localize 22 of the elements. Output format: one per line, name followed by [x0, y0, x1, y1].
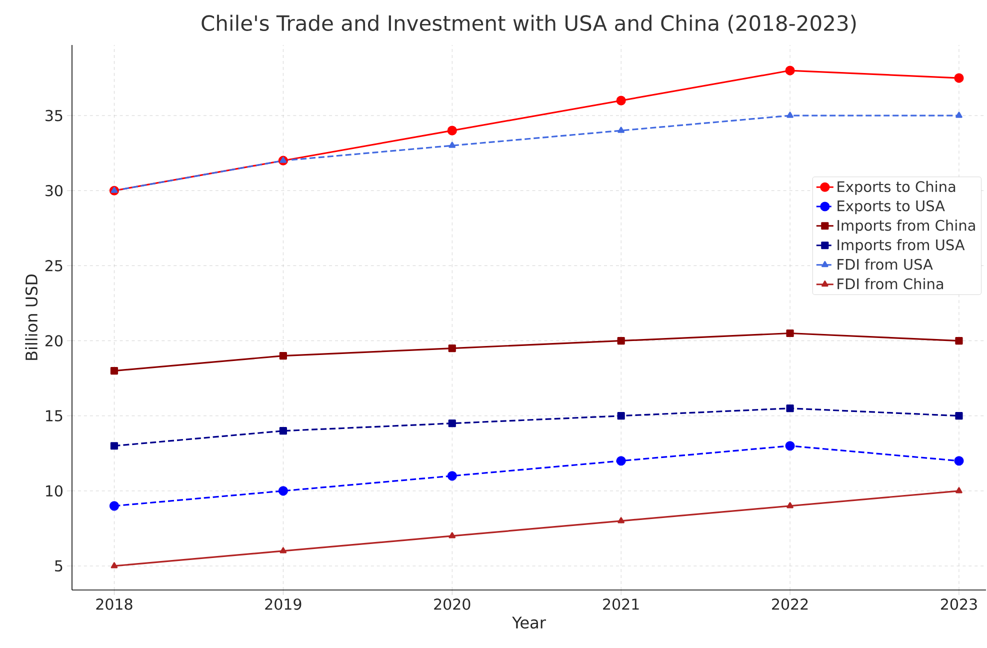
x-tick-label: 2022 [772, 598, 808, 610]
legend-label: FDI from USA [838, 258, 933, 270]
legend-label: Exports to USA [838, 200, 945, 214]
x-tick-label: 2018 [96, 598, 132, 610]
y-tick-label: 10 [46, 485, 62, 497]
y-tick-label: 25 [45, 260, 62, 272]
y-tick-label: 30 [46, 184, 62, 196]
y-axis-title: Billion USD [25, 274, 38, 360]
legend-label: Exports to China [838, 180, 956, 195]
x-tick-label: 2023 [940, 598, 977, 610]
legend-label: FDI from China [838, 278, 944, 290]
x-tick-label: 2021 [603, 598, 639, 610]
x-tick-label: 2020 [434, 598, 470, 610]
y-tick-label: 35 [46, 110, 62, 122]
x-tick-label: 2019 [265, 598, 302, 610]
x-axis-title: Year [512, 616, 546, 629]
y-tick-label: 15 [46, 410, 62, 422]
y-tick-label: 5 [55, 560, 62, 572]
y-tick-label: 20 [45, 335, 62, 346]
legend-label: Imports from China [838, 220, 975, 234]
chart-title: Chile's Trade and Investment with USA and China (2018-2023) [202, 14, 856, 34]
legend-label: Imports from USA [838, 239, 965, 254]
